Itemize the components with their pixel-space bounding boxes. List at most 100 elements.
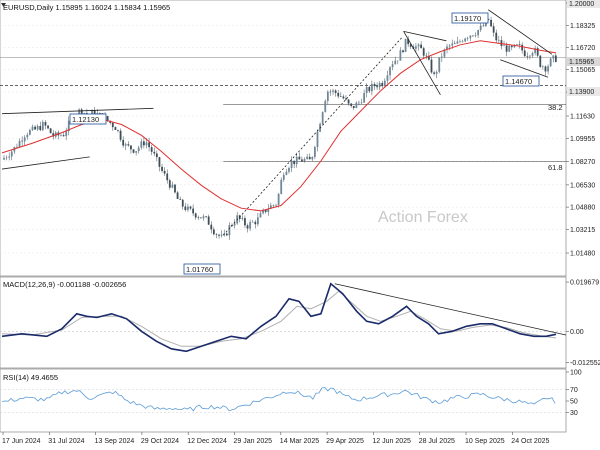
candle-body <box>513 44 516 48</box>
rsi-tick-label: 70 <box>570 387 578 394</box>
candle-body <box>552 55 555 59</box>
annotation-recent-low-box <box>502 75 540 87</box>
candle-body <box>345 98 347 100</box>
candle-body <box>526 56 529 57</box>
candle-body <box>158 157 161 167</box>
candle-body <box>544 66 547 72</box>
x-tick-label: 24 Oct 2025 <box>511 438 549 445</box>
candle-body <box>228 225 231 236</box>
candle-body <box>350 103 353 106</box>
annotation-low: 1.01760 <box>186 265 213 274</box>
candle-body <box>407 38 410 45</box>
candle-body <box>145 142 148 146</box>
candle-body <box>477 30 480 36</box>
rsi-tick-label: 100 <box>570 370 582 377</box>
candle-body <box>67 120 70 132</box>
candle-body <box>277 193 280 205</box>
candle-body <box>389 67 391 76</box>
candle-body <box>192 208 195 214</box>
candle-body <box>433 72 435 74</box>
candle-body <box>438 57 441 72</box>
candles <box>3 16 557 240</box>
macd-panel-frame <box>0 276 567 369</box>
candle-body <box>244 218 246 226</box>
candle-body <box>402 50 404 52</box>
candle-body <box>41 121 44 131</box>
candle-body <box>464 38 467 42</box>
moving-average-line <box>1 40 557 212</box>
candle-body <box>391 64 394 68</box>
candle-body <box>114 127 117 130</box>
candle-body <box>303 159 306 162</box>
price-tick-label: 1.04880 <box>570 205 595 212</box>
candle-body <box>295 156 298 165</box>
candle-body <box>394 60 397 65</box>
candle-body <box>347 99 350 104</box>
candle-body <box>197 217 200 219</box>
candle-body <box>275 204 277 206</box>
candle-body <box>368 86 371 92</box>
x-tick-label: 29 Jan 2025 <box>234 438 273 445</box>
candle-body <box>111 122 114 128</box>
candle-body <box>174 184 176 193</box>
candle-body <box>399 50 402 61</box>
candle-body <box>205 216 207 217</box>
candle-body <box>321 112 324 124</box>
price-tick-label: 1.08270 <box>570 159 595 166</box>
last-price-badge <box>567 57 600 66</box>
candle-body <box>130 145 132 150</box>
candle-body <box>324 100 327 113</box>
candle-body <box>490 19 492 27</box>
candle-body <box>541 66 544 68</box>
candle-body <box>443 49 446 57</box>
candle-body <box>241 218 244 220</box>
candle-body <box>337 92 340 97</box>
macd-lines <box>0 282 567 353</box>
candle-body <box>176 192 179 199</box>
candle-body <box>210 224 213 230</box>
candle-body <box>479 25 482 31</box>
candle-body <box>288 167 290 172</box>
candle-body <box>440 56 443 58</box>
candle-body <box>148 142 150 148</box>
rsi-lines <box>0 386 566 413</box>
candle-body <box>153 151 156 154</box>
candle-body <box>267 208 270 212</box>
candle-body <box>293 160 296 165</box>
candle-body <box>34 126 36 130</box>
candle-body <box>23 137 26 142</box>
candle-body <box>448 45 451 47</box>
moving-average <box>1 40 557 212</box>
candle-body <box>334 90 337 93</box>
annotation-recent-low: 1.14670 <box>505 77 532 86</box>
last-price-label: 1.15965 <box>569 59 594 66</box>
candle-body <box>474 35 477 36</box>
candle-body <box>31 126 34 131</box>
price-panel-frame <box>0 0 567 277</box>
candle-body <box>3 157 5 160</box>
candle-body <box>225 233 228 236</box>
candle-body <box>117 129 119 131</box>
price-trendline <box>403 31 441 96</box>
candle-body <box>539 55 542 67</box>
candle-body <box>386 75 389 81</box>
candle-body <box>430 59 433 73</box>
header-triangle-icon <box>1 3 6 7</box>
price-tick-label: 1.18325 <box>570 23 595 30</box>
candle-body <box>451 43 454 46</box>
watermark: Action Forex <box>378 209 468 226</box>
price-tick-label: 1.11630 <box>570 113 595 120</box>
candle-body <box>370 83 373 92</box>
candle-body <box>202 216 205 219</box>
candle-body <box>8 156 11 158</box>
candle-body <box>254 221 257 225</box>
candle-body <box>547 66 549 72</box>
candle-body <box>339 96 342 97</box>
candle-body <box>98 113 101 114</box>
candle-body <box>119 130 122 140</box>
rsi-title: RSI(14) 49.4655 <box>3 373 58 382</box>
candle-body <box>518 44 521 45</box>
candle-body <box>365 86 368 94</box>
candle-body <box>168 180 171 188</box>
